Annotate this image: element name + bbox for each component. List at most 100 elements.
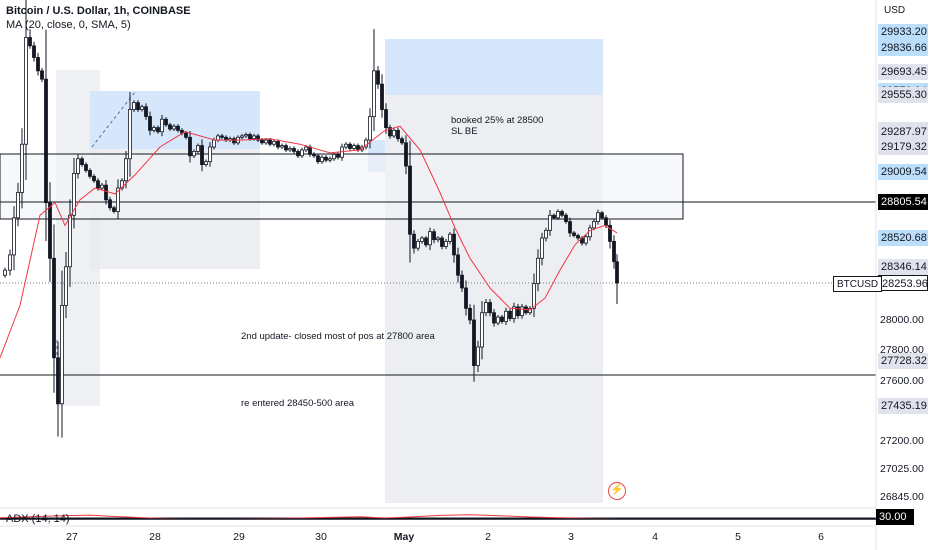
candle-body [552,214,556,219]
x-tick-label: 30 [315,531,327,543]
candle-body [536,257,540,284]
candle-body [612,240,616,263]
candle-body [12,217,16,256]
candle-body [36,57,40,72]
candle-body [352,145,356,149]
candle-body [280,145,284,148]
candle-body [400,138,404,144]
candle-body [292,148,296,152]
current-price-badge: 28253.96 [878,275,928,291]
candle-body [344,143,348,148]
candle-body [300,149,304,157]
candle-body [560,211,564,216]
candle-body [348,143,352,149]
candle-body [204,161,208,166]
candle-body [288,148,292,151]
chart-title: Bitcoin / U.S. Dollar, 1h, COINBASE [6,5,191,17]
candle-body [260,139,264,144]
candle-body [108,199,112,209]
note-2nd-update-line: 2nd update- closed most of pos at 27800 … [241,331,435,342]
candle-body [460,274,464,289]
price-badge: 28520.68 [878,229,928,246]
candle-body [416,240,420,249]
candle-body [80,158,84,166]
price-badge: 29693.45 [878,63,928,80]
candles-group [3,0,619,438]
candle-body [32,45,36,58]
x-tick-label: 6 [818,531,824,543]
candle-body [156,127,160,133]
flash-alert-icon[interactable]: ⚡ [608,482,626,500]
candle-body [68,214,72,268]
candle-body [212,139,216,148]
price-badge: 28346.14 [878,259,928,276]
y-tick-label: 26845.00 [880,491,924,503]
candle-body [436,237,440,241]
candle-body [216,135,220,141]
candle-body [144,106,148,117]
x-tick-label: 5 [735,531,741,543]
price-badge: 29555.30 [878,86,928,103]
candle-body [404,142,408,167]
candle-body [164,118,168,126]
candle-body [304,146,308,151]
candle-body [332,153,336,160]
candle-body [572,232,576,236]
candle-body [468,307,472,321]
candle-body [208,146,212,163]
candle-body [408,165,412,235]
candle-body [440,237,444,247]
candle-body [128,109,132,160]
candle-body [484,302,488,314]
y-tick-label: 27200.00 [880,435,924,447]
candle-body [16,192,20,219]
candle-body [412,233,416,249]
currency-label: USD [884,5,906,16]
candle-body [504,310,508,322]
candle-body [244,134,248,137]
candle-body [556,211,560,219]
candle-body [3,269,7,276]
x-tick-label: May [393,531,415,543]
candle-body [172,125,176,130]
candle-body [252,135,256,140]
candle-body [476,346,480,366]
candle-body [100,184,104,189]
adx-indicator-label[interactable]: ADX (14, 14) [6,513,70,525]
candle-body [160,118,164,133]
y-tick-label: 27800.00 [880,344,924,356]
x-tick-label: 3 [568,531,574,543]
candle-body [140,106,144,110]
x-tick-label: 27 [66,531,78,543]
candle-body [104,184,108,201]
candle-body [240,135,244,138]
candle-body [428,231,432,246]
candle-body [356,145,360,151]
candle-body [8,254,12,271]
candle-body [508,310,512,319]
candle-body [76,158,80,174]
ma-indicator-label[interactable]: MA (20, close, 0, SMA, 5) [6,19,131,31]
price-badge: 29836.66 [878,40,928,57]
x-tick-label: 29 [233,531,245,543]
candle-body [368,116,372,141]
candle-body [176,125,180,131]
candle-body [200,145,204,165]
price-badge: 29179.32 [878,139,928,156]
candle-body [296,150,300,157]
candle-body [420,237,424,242]
candle-body [64,266,68,306]
price-badge: 29933.20 [878,23,928,40]
price-badge: 29009.54 [878,164,928,180]
candle-body [480,312,484,348]
adx-line [0,514,618,520]
candle-body [44,78,48,204]
note-booked-line-1: booked 25% at 28500 [451,115,544,126]
candle-body [248,134,252,140]
candle-body [424,237,428,246]
candle-body [112,207,116,212]
candle-body [600,212,604,219]
candle-body [20,143,24,193]
candle-body [392,129,396,137]
